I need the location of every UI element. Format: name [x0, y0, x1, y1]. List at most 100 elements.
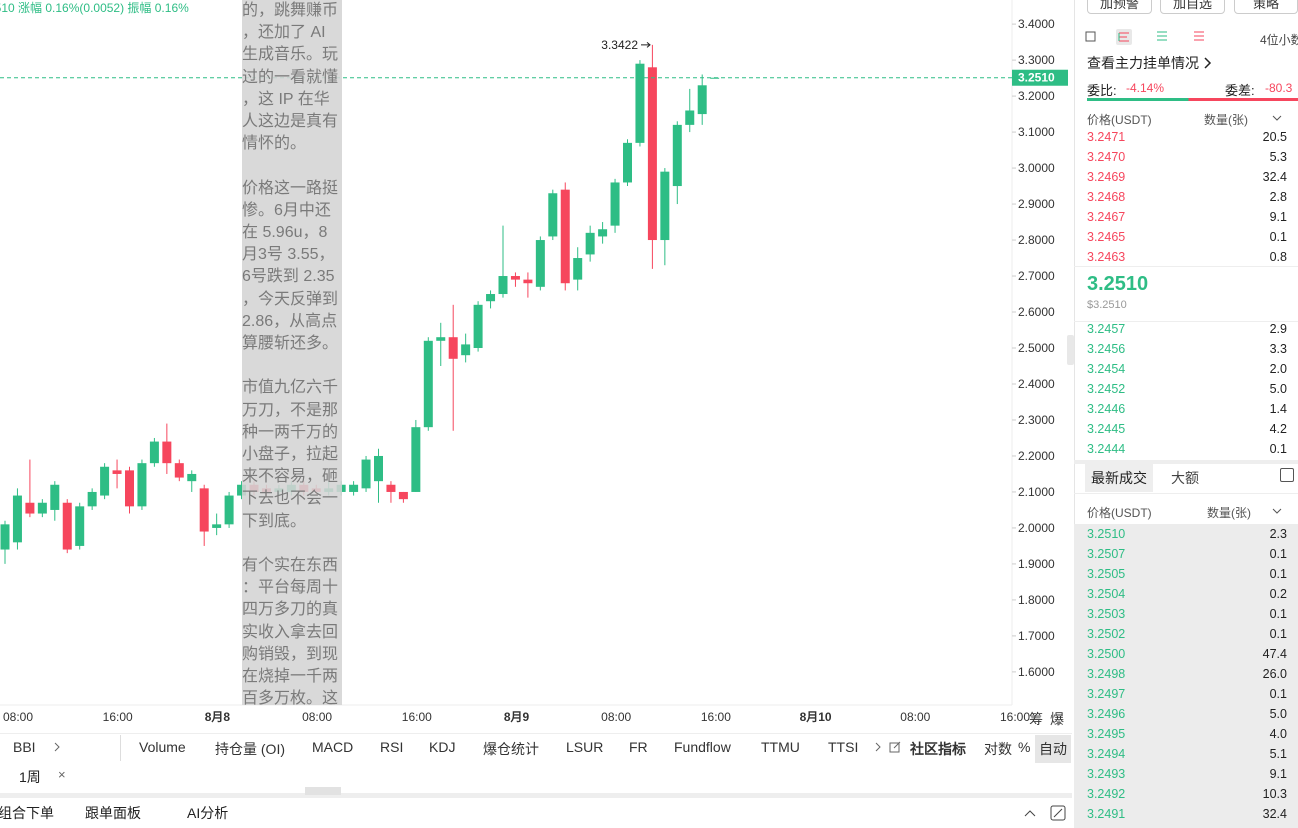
bottom-tab[interactable]: AI分析	[187, 805, 229, 821]
indicator-tab[interactable]: TTSI	[828, 739, 859, 755]
indicator-tab[interactable]: Volume	[139, 739, 186, 755]
indicator-tab[interactable]: LSUR	[566, 739, 604, 755]
checkbox[interactable]	[1280, 468, 1294, 482]
y-tick-label: 2.1000	[1018, 485, 1055, 499]
ratio: -4.14%	[1126, 81, 1165, 95]
bid-row: 3.2457 2.9	[1087, 319, 1287, 339]
quantity: 2.3	[1269, 527, 1287, 541]
view-icons[interactable]	[1084, 29, 1224, 45]
chip-close[interactable]: ×	[58, 767, 66, 782]
candle-body	[660, 171, 670, 241]
trade-tab[interactable]: 大额	[1171, 470, 1199, 486]
trade-row: 3.2491 32.4	[1087, 804, 1287, 824]
diff-label: 委差:	[1225, 83, 1255, 98]
price: 3.2446	[1087, 402, 1126, 416]
bid-row: 3.2446 1.4	[1087, 399, 1287, 419]
ratio-bar	[1087, 98, 1298, 101]
candle-body	[174, 463, 184, 478]
bottom-tab[interactable]: 组合下单	[0, 805, 54, 821]
x-tick-label: 16:00	[701, 710, 731, 724]
overlay-line: 实收入拿去回	[242, 623, 339, 641]
button[interactable]: 策略	[1234, 0, 1298, 14]
indicator-tab[interactable]: 持仓量 (OI)	[215, 741, 285, 757]
overlay-line: 惨。6月中还	[242, 201, 331, 219]
ask-row: 3.2469 32.4	[1087, 167, 1287, 187]
window-controls[interactable]	[1022, 805, 1070, 821]
overlay-line: 情怀的。	[242, 135, 307, 153]
candle-body	[635, 63, 645, 143]
trade-row: 3.2502 0.1	[1087, 624, 1287, 644]
indicator-tab[interactable]: TTMU	[761, 739, 800, 755]
button[interactable]: 加自选	[1160, 0, 1226, 14]
auto-toggle[interactable]: 自动	[1035, 735, 1071, 763]
chevron[interactable]	[53, 741, 61, 753]
chevron[interactable]	[1271, 113, 1283, 123]
quantity: 5.1	[1269, 747, 1287, 761]
trade-tab[interactable]: 最新成交	[1085, 464, 1153, 492]
ask-row: 3.2463 0.8	[1087, 247, 1287, 267]
trade-row: 3.2492 10.3	[1087, 784, 1287, 804]
price: 3.2468	[1087, 190, 1126, 204]
indicator-tab[interactable]: FR	[629, 739, 648, 755]
y-tick-label: 3.3000	[1018, 53, 1055, 67]
quantity: 9.1	[1269, 210, 1287, 224]
overlay-line: 在 5.96u，8	[242, 224, 328, 242]
ticker: 3.2510 涨幅 0.16%(0.0052) 振幅 0.16%	[0, 1, 189, 15]
community-indicator[interactable]: 社区指标	[910, 741, 966, 757]
drag-handle[interactable]	[305, 787, 341, 795]
overlay-line: 购销毁，到现	[242, 645, 339, 663]
candle-body	[162, 441, 172, 464]
y-tick-label: 1.6000	[1018, 665, 1055, 679]
candle-body	[523, 279, 533, 284]
quantity: 32.4	[1262, 170, 1287, 184]
period-chip[interactable]: 1周	[19, 769, 41, 785]
candle-body	[87, 491, 97, 507]
x-tick-label: 08:00	[900, 710, 930, 724]
indicator-tab[interactable]: BBI	[13, 739, 36, 755]
price: 3.2495	[1087, 727, 1126, 741]
price: 3.2454	[1087, 362, 1126, 376]
overlay-line: 有个实在东西	[242, 557, 339, 575]
indicator-tab[interactable]: RSI	[380, 739, 404, 755]
indicator-tab[interactable]: 爆仓统计	[483, 741, 539, 757]
quantity: 2.9	[1269, 322, 1287, 336]
ratio-label: 委比:	[1087, 83, 1117, 98]
high-arrow	[641, 42, 651, 48]
chevron[interactable]	[874, 741, 882, 753]
candle-body	[486, 294, 496, 302]
candle-body	[473, 304, 483, 349]
bid-row: 3.2444 0.1	[1087, 439, 1287, 459]
log-toggle[interactable]: 对数	[984, 741, 1012, 757]
main-orders-link[interactable]: 查看主力挂单情况	[1087, 55, 1199, 71]
indicator-tab[interactable]: MACD	[312, 739, 354, 755]
price: 3.2491	[1087, 807, 1126, 821]
overlay-line: 生成音乐。玩	[242, 46, 339, 64]
x-tick-label: 16:00	[402, 710, 432, 724]
percent-toggle[interactable]: %	[1018, 739, 1031, 755]
trade-row: 3.2494 5.1	[1087, 744, 1287, 764]
order-panel: 加预警 加自选 策略 4位小数 查看主力挂单情况 委比: -4.14% 委差: …	[1074, 0, 1298, 828]
side-tab[interactable]: 筹	[1029, 711, 1043, 727]
y-tick-label: 2.3000	[1018, 413, 1055, 427]
chevron	[1204, 57, 1212, 69]
y-tick-label: 2.6000	[1018, 305, 1055, 319]
candle-body	[374, 455, 383, 482]
indicator-tab[interactable]: KDJ	[429, 739, 456, 755]
side-tab[interactable]: 爆	[1050, 711, 1064, 727]
overlay-line: 人这边是真有	[242, 113, 339, 131]
chevron[interactable]	[1271, 506, 1283, 516]
candle-body	[0, 524, 10, 550]
bottom-tab[interactable]: 跟单面板	[85, 805, 141, 821]
y-tick-label: 3.0000	[1018, 161, 1055, 175]
price: 3.2493	[1087, 767, 1126, 781]
decimals[interactable]: 4位小数	[1260, 33, 1298, 47]
book-header: 数量(张)	[1204, 113, 1248, 127]
candle-body	[685, 110, 695, 125]
edit-icon[interactable]	[889, 741, 901, 753]
panel-handle[interactable]	[1067, 335, 1074, 365]
overlay-line: ，还加了 AI	[242, 24, 326, 42]
indicator-tab[interactable]: Fundflow	[674, 739, 731, 755]
candle-body	[423, 340, 433, 428]
button[interactable]: 加预警	[1087, 0, 1153, 14]
quantity: 47.4	[1262, 647, 1287, 661]
